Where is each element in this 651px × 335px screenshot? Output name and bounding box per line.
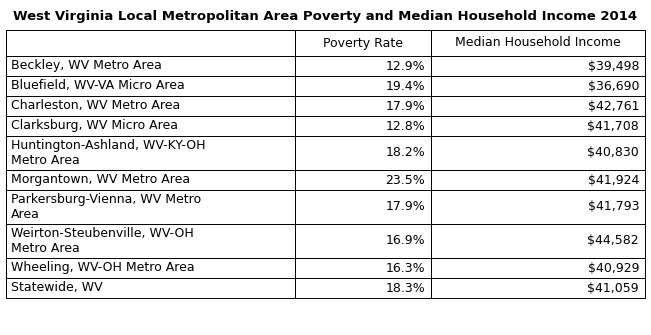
Text: $40,830: $40,830 [587, 146, 639, 159]
Text: Charleston, WV Metro Area: Charleston, WV Metro Area [11, 99, 180, 113]
Bar [295, 76, 431, 96]
Bar [6, 30, 295, 56]
Text: Median Household Income: Median Household Income [455, 37, 621, 50]
Bar [295, 224, 431, 258]
Text: 23.5%: 23.5% [385, 174, 425, 187]
Text: Parkersburg-Vienna, WV Metro
Area: Parkersburg-Vienna, WV Metro Area [11, 193, 201, 221]
Bar [295, 30, 431, 56]
Text: Huntington-Ashland, WV-KY-OH
Metro Area: Huntington-Ashland, WV-KY-OH Metro Area [11, 139, 206, 167]
Text: Beckley, WV Metro Area: Beckley, WV Metro Area [11, 60, 162, 72]
Text: $41,708: $41,708 [587, 120, 639, 133]
Text: $40,929: $40,929 [587, 262, 639, 274]
Bar [295, 136, 431, 170]
Bar [431, 30, 645, 56]
Text: 19.4%: 19.4% [385, 79, 425, 92]
Text: Poverty Rate: Poverty Rate [323, 37, 403, 50]
Text: Bluefield, WV-VA Micro Area: Bluefield, WV-VA Micro Area [11, 79, 185, 92]
Text: West Virginia Local Metropolitan Area Poverty and Median Household Income 2014: West Virginia Local Metropolitan Area Po… [14, 10, 637, 23]
Bar [431, 224, 645, 258]
Text: Weirton-Steubenville, WV-OH
Metro Area: Weirton-Steubenville, WV-OH Metro Area [11, 227, 194, 255]
Bar [295, 278, 431, 298]
Text: $41,059: $41,059 [587, 281, 639, 294]
Text: $41,924: $41,924 [588, 174, 639, 187]
Bar [431, 76, 645, 96]
Bar [6, 116, 295, 136]
Bar [6, 190, 295, 224]
Bar [6, 224, 295, 258]
Bar [6, 136, 295, 170]
Text: Clarksburg, WV Micro Area: Clarksburg, WV Micro Area [11, 120, 178, 133]
Bar [431, 116, 645, 136]
Bar [295, 170, 431, 190]
Bar [6, 170, 295, 190]
Text: 12.9%: 12.9% [385, 60, 425, 72]
Bar [6, 258, 295, 278]
Bar [6, 76, 295, 96]
Bar [431, 96, 645, 116]
Bar [431, 136, 645, 170]
Bar [6, 96, 295, 116]
Bar [295, 96, 431, 116]
Text: Morgantown, WV Metro Area: Morgantown, WV Metro Area [11, 174, 190, 187]
Bar [431, 278, 645, 298]
Bar [431, 56, 645, 76]
Text: 16.9%: 16.9% [385, 234, 425, 248]
Text: 18.2%: 18.2% [385, 146, 425, 159]
Text: $36,690: $36,690 [587, 79, 639, 92]
Text: $44,582: $44,582 [587, 234, 639, 248]
Bar [6, 278, 295, 298]
Text: 17.9%: 17.9% [385, 99, 425, 113]
Bar [295, 190, 431, 224]
Bar [295, 258, 431, 278]
Bar [431, 170, 645, 190]
Text: 16.3%: 16.3% [385, 262, 425, 274]
Text: $42,761: $42,761 [587, 99, 639, 113]
Bar [6, 56, 295, 76]
Text: Statewide, WV: Statewide, WV [11, 281, 103, 294]
Bar [431, 258, 645, 278]
Text: $41,793: $41,793 [587, 201, 639, 213]
Text: $39,498: $39,498 [587, 60, 639, 72]
Bar [295, 116, 431, 136]
Text: 18.3%: 18.3% [385, 281, 425, 294]
Text: 12.8%: 12.8% [385, 120, 425, 133]
Bar [295, 56, 431, 76]
Bar [431, 190, 645, 224]
Text: 17.9%: 17.9% [385, 201, 425, 213]
Text: Wheeling, WV-OH Metro Area: Wheeling, WV-OH Metro Area [11, 262, 195, 274]
